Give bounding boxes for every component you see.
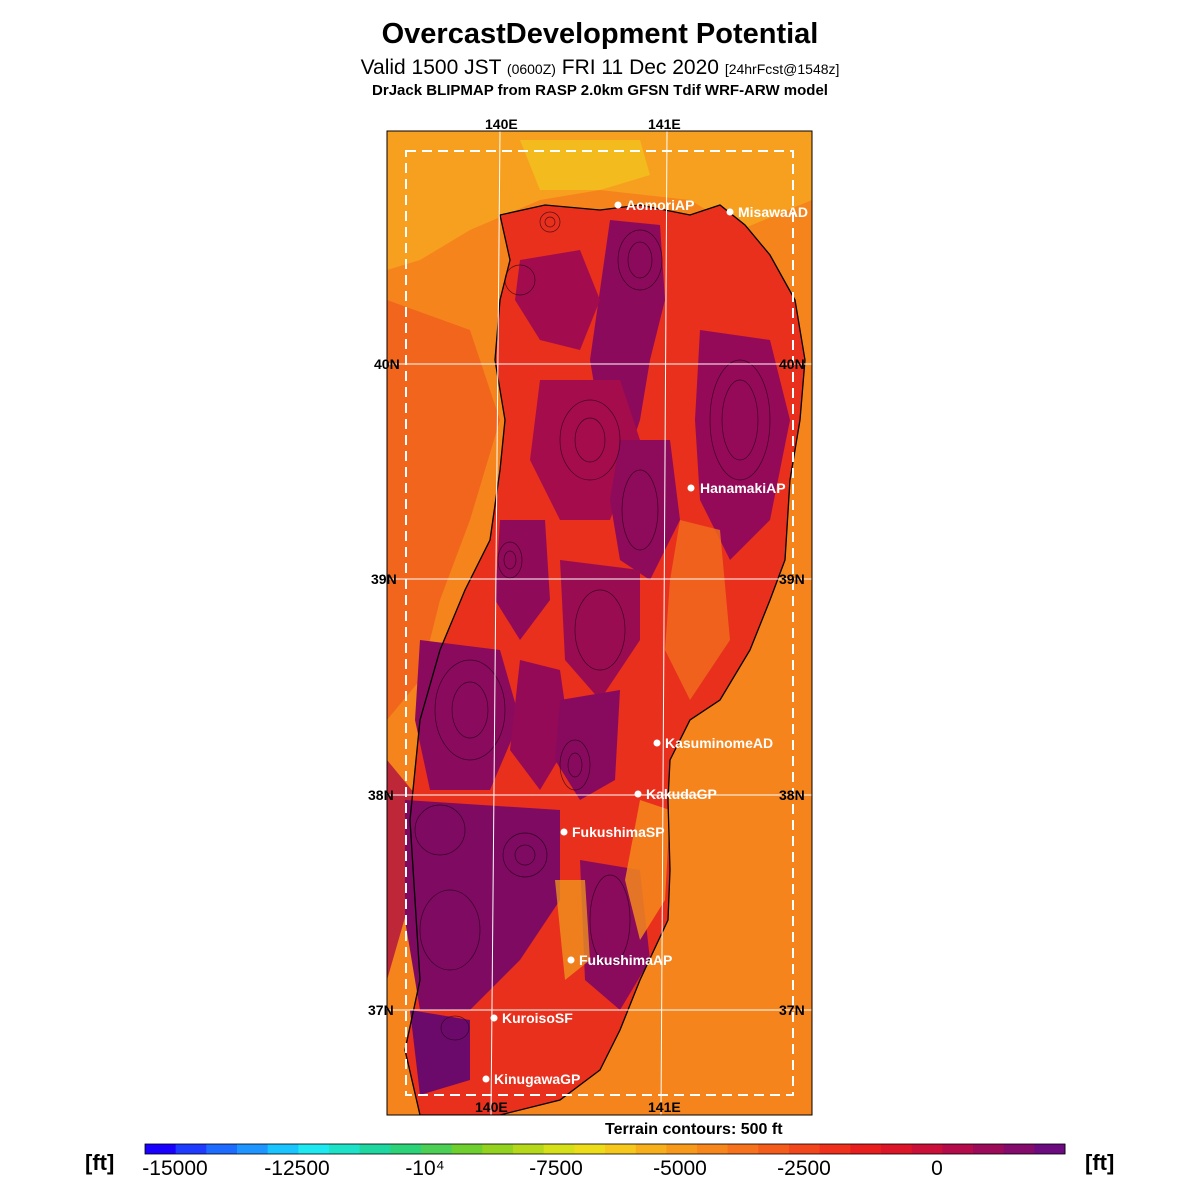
- colorbar-swatch: [666, 1144, 698, 1154]
- colorbar-swatch: [451, 1144, 483, 1154]
- lat-label-39n-left: 39N: [371, 571, 397, 587]
- colorbar-swatch: [421, 1144, 453, 1154]
- valid-main: Valid 1500 JST: [360, 56, 507, 79]
- colorbar-swatch: [390, 1144, 422, 1154]
- valid-date: FRI 11 Dec 2020: [555, 56, 725, 79]
- station-label: HanamakiAP: [700, 480, 786, 496]
- colorbar-swatch: [942, 1144, 974, 1154]
- valid-time: Valid 1500 JST (0600Z) FRI 11 Dec 2020 […: [0, 56, 1200, 80]
- station-label: KasuminomeAD: [665, 735, 774, 751]
- valid-utc: (0600Z): [506, 61, 556, 77]
- colorbar-tick: -7500: [529, 1157, 583, 1180]
- lon-label-141e-top: 141E: [648, 116, 681, 132]
- station-label: KinugawaGP: [494, 1071, 581, 1087]
- lat-label-39n-right: 39N: [779, 571, 805, 587]
- colorbar-unit-right: [ft]: [1085, 1150, 1115, 1175]
- colorbar-swatch: [789, 1144, 821, 1154]
- colorbar-swatch: [850, 1144, 882, 1154]
- chart-title: OvercastDevelopment Potential: [381, 18, 819, 50]
- colorbar-tick: 0: [931, 1157, 943, 1180]
- colorbar-tick: -5000: [653, 1157, 707, 1180]
- colorbar-swatch: [1034, 1144, 1066, 1154]
- colorbar-unit-left: [ft]: [85, 1150, 115, 1175]
- station-label: FukushimaAP: [579, 952, 673, 968]
- colorbar-tick: -12500: [264, 1157, 330, 1180]
- grid-lines: [387, 131, 812, 1115]
- colorbar-swatch: [329, 1144, 361, 1154]
- colorbar-tick: -10⁴: [405, 1157, 445, 1180]
- colorbar-swatch: [359, 1144, 391, 1154]
- colorbar-swatch: [145, 1144, 177, 1154]
- colorbar-swatch: [973, 1144, 1005, 1154]
- colorbar-swatch: [758, 1144, 790, 1154]
- colorbar-swatch: [635, 1144, 667, 1154]
- colorbar-swatch: [911, 1144, 943, 1154]
- lon-label-140e-bottom: 140E: [475, 1099, 508, 1115]
- colorbar-tick: -2500: [777, 1157, 831, 1180]
- lat-label-40n-left: 40N: [374, 356, 400, 372]
- colorbar-swatch: [543, 1144, 575, 1154]
- lat-label-37n-left: 37N: [368, 1002, 394, 1018]
- colorbar: [144, 1143, 1066, 1155]
- inner-domain-box: [405, 150, 794, 1096]
- station-label: FukushimaSP: [572, 824, 665, 840]
- map-field: [387, 131, 812, 1115]
- colorbar-swatch: [697, 1144, 729, 1154]
- model-description: DrJack BLIPMAP from RASP 2.0km GFSN Tdif…: [372, 82, 828, 99]
- lat-label-37n-right: 37N: [779, 1002, 805, 1018]
- colorbar-swatch: [175, 1144, 207, 1154]
- colorbar-swatch: [237, 1144, 269, 1154]
- lon-label-140e-top: 140E: [485, 116, 518, 132]
- colorbar-swatch: [1003, 1144, 1035, 1154]
- forecast-info: [24hrFcst@1548z]: [724, 61, 840, 77]
- colorbar-swatch: [727, 1144, 759, 1154]
- colorbar-border: [144, 1143, 1066, 1155]
- lat-label-40n-right: 40N: [779, 356, 805, 372]
- colorbar-swatch: [482, 1144, 514, 1154]
- lat-label-38n-right: 38N: [779, 787, 805, 803]
- colorbar-swatch: [513, 1144, 545, 1154]
- station-label: MisawaAD: [738, 204, 809, 220]
- terrain-note: Terrain contours: 500 ft: [605, 1121, 783, 1138]
- colorbar-tick: -15000: [142, 1157, 208, 1180]
- colorbar-swatch: [298, 1144, 330, 1154]
- colorbar-swatch: [605, 1144, 637, 1154]
- station-dots: [482, 201, 734, 1083]
- lon-label-141e-bottom: 141E: [648, 1099, 681, 1115]
- colorbar-swatch: [206, 1144, 238, 1154]
- station-label: KakudaGP: [646, 786, 717, 802]
- colorbar-swatch: [574, 1144, 606, 1154]
- colorbar-swatch: [819, 1144, 851, 1154]
- lat-label-38n-left: 38N: [368, 787, 394, 803]
- colorbar-swatch: [881, 1144, 913, 1154]
- station-label: AomoriAP: [626, 197, 695, 213]
- colorbar-swatch: [267, 1144, 299, 1154]
- station-label: KuroisoSF: [502, 1010, 573, 1026]
